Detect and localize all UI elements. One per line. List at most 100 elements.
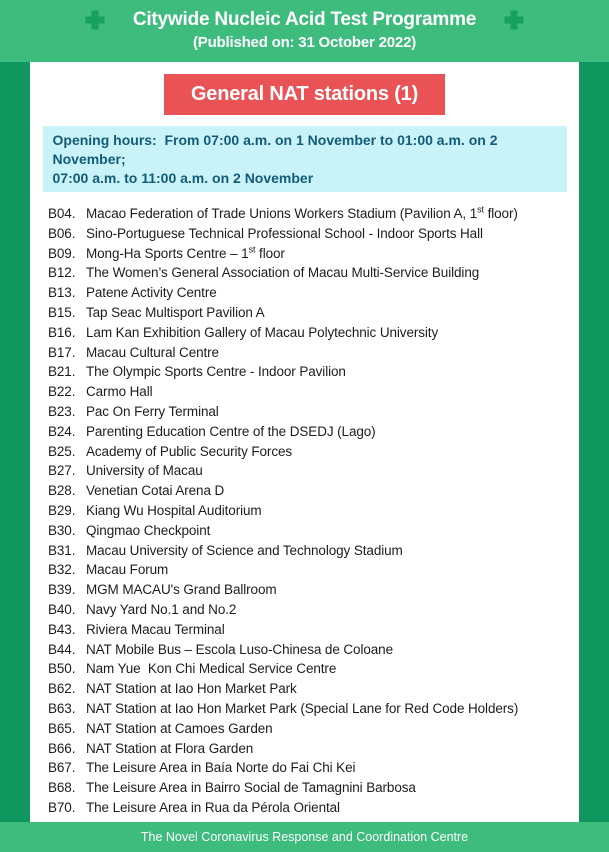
station-row: B22. Carmo Hall [48, 384, 579, 404]
ordinal-superscript: st [477, 204, 484, 215]
station-row: B29. Kiang Wu Hospital Auditorium [48, 503, 579, 523]
station-row: B39. MGM MACAU's Grand Ballroom [48, 582, 579, 602]
station-code: B29. [48, 502, 76, 518]
station-row: B27. University of Macau [48, 463, 579, 483]
section-title: General NAT stations (1) [164, 74, 445, 115]
station-row: B32. Macau Forum [48, 562, 579, 582]
station-row: B50. Nam Yue Kon Chi Medical Service Cent… [48, 661, 579, 681]
station-code: B31. [48, 542, 76, 558]
station-name: Academy of Public Security Forces [86, 443, 293, 459]
station-row: B62. NAT Station at Iao Hon Market Park [48, 681, 579, 701]
station-code: B12. [48, 265, 76, 281]
station-name: NAT Station at Camoes Garden [86, 720, 273, 736]
station-row: B16. Lam Kan Exhibition Gallery of Macau … [48, 325, 579, 345]
station-row: B21. The Olympic Sports Centre - Indoor P… [48, 364, 579, 384]
station-code: B50. [48, 661, 76, 677]
station-row: B12. The Women’s General Association of M… [48, 265, 579, 285]
station-name: Pac On Ferry Terminal [86, 403, 219, 419]
station-name: MGM MACAU's Grand Ballroom [86, 582, 277, 598]
station-code: B65. [48, 720, 76, 736]
station-row: B43. Riviera Macau Terminal [48, 622, 579, 642]
station-name: Nam Yue Kon Chi Medical Service Centre [86, 661, 337, 677]
station-code: B68. [48, 780, 76, 796]
station-name: The Olympic Sports Centre - Indoor Pavil… [86, 364, 346, 380]
footer: The Novel Coronavirus Response and Coord… [0, 822, 609, 852]
station-code: B28. [48, 483, 76, 499]
station-name: Tap Seac Multisport Pavilion A [86, 304, 265, 320]
station-row: B06. Sino-Portuguese Technical Profession… [48, 226, 579, 246]
station-row: B63. NAT Station at Iao Hon Market Park (… [48, 701, 579, 721]
station-name: Macau Cultural Centre [86, 344, 219, 360]
station-code: B40. [48, 601, 76, 617]
station-name: University of Macau [86, 463, 203, 479]
station-name: Riviera Macau Terminal [86, 621, 225, 637]
station-code: B39. [48, 582, 76, 598]
station-row: B65. NAT Station at Camoes Garden [48, 721, 579, 741]
station-name: Navy Yard No.1 and No.2 [86, 601, 237, 617]
station-row: B13. Patene Activity Centre [48, 285, 579, 305]
station-code: B70. [48, 799, 76, 815]
station-code: B67. [48, 760, 76, 776]
station-name: NAT Station at Iao Hon Market Park (Spec… [86, 700, 519, 716]
opening-hours-box: Opening hours: From 07:00 a.m. on 1 Nove… [42, 126, 567, 192]
station-name: The Leisure Area in Baía Norte do Fai Ch… [86, 760, 356, 776]
station-code: B16. [48, 324, 76, 340]
station-name: Parenting Education Centre of the DSEDJ … [86, 423, 376, 439]
station-name: Lam Kan Exhibition Gallery of Macau Poly… [86, 324, 439, 340]
station-code: B09. [48, 245, 76, 261]
content-panel: General NAT stations (1) Opening hours: … [30, 62, 579, 822]
station-name: Macau Forum [86, 562, 169, 578]
station-code: B62. [48, 681, 76, 697]
station-name: Qingmao Checkpoint [86, 522, 211, 538]
station-code: B21. [48, 364, 76, 380]
medical-cross-icon [83, 8, 107, 32]
station-name: The Leisure Area in Rua da Pérola Orient… [86, 799, 340, 815]
station-name: Mong-Ha Sports Centre – 1st floor [86, 244, 285, 261]
published-date: (Published on: 31 October 2022) [192, 34, 417, 51]
station-name: Macao Federation of Trade Unions Workers… [86, 204, 518, 221]
station-code: B23. [48, 403, 76, 419]
station-row: B70. The Leisure Area in Rua da Pérola Or… [48, 800, 579, 820]
header: Citywide Nucleic Acid Test Programme (Pu… [0, 0, 609, 62]
station-row: B23. Pac On Ferry Terminal [48, 404, 579, 424]
station-code: B15. [48, 304, 76, 320]
station-name: The Leisure Area in Bairro Social de Tam… [86, 780, 416, 796]
footer-text: The Novel Coronavirus Response and Coord… [140, 830, 469, 844]
station-name: Macau University of Science and Technolo… [86, 542, 403, 558]
station-name: Kiang Wu Hospital Auditorium [86, 502, 262, 518]
station-name: Sino-Portuguese Technical Professional S… [86, 225, 483, 241]
station-name: NAT Station at Iao Hon Market Park [86, 681, 297, 697]
station-code: B06. [48, 225, 76, 241]
station-code: B32. [48, 562, 76, 578]
medical-cross-icon [502, 8, 526, 32]
opening-hours-line1: Opening hours: From 07:00 a.m. on 1 Nove… [52, 132, 502, 167]
station-code: B44. [48, 641, 76, 657]
station-code: B25. [48, 443, 76, 459]
station-row: B04. Macao Federation of Trade Unions Wor… [48, 204, 579, 226]
station-name: NAT Mobile Bus – Escola Luso-Chinesa de … [86, 641, 393, 657]
station-row: B24. Parenting Education Centre of the DS… [48, 424, 579, 444]
station-code: B04. [48, 206, 76, 221]
station-row: B68. The Leisure Area in Bairro Social de… [48, 780, 579, 800]
station-row: B40. Navy Yard No.1 and No.2 [48, 602, 579, 622]
station-name: Patene Activity Centre [86, 285, 217, 301]
station-row: B44. NAT Mobile Bus – Escola Luso-Chinesa… [48, 642, 579, 662]
ordinal-superscript: st [248, 244, 256, 255]
station-name: The Women’s General Association of Macau… [86, 265, 480, 281]
station-code: B43. [48, 621, 76, 637]
station-row: B15. Tap Seac Multisport Pavilion A [48, 305, 579, 325]
station-code: B30. [48, 522, 76, 538]
station-row: B25. Academy of Public Security Forces [48, 444, 579, 464]
station-row: B28. Venetian Cotai Arena D [48, 483, 579, 503]
station-row: B67. The Leisure Area in Baía Norte do Fa… [48, 760, 579, 780]
station-row: B17. Macau Cultural Centre [48, 345, 579, 365]
station-name: Carmo Hall [86, 384, 153, 400]
station-row: B66. NAT Station at Flora Garden [48, 741, 579, 761]
opening-hours-line2: 07:00 a.m. to 11:00 a.m. on 2 November [52, 170, 314, 186]
station-code: B27. [48, 463, 76, 479]
station-code: B63. [48, 700, 76, 716]
page-title: Citywide Nucleic Acid Test Programme [132, 9, 477, 30]
station-name: NAT Station at Flora Garden [86, 740, 254, 756]
header-title-row: Citywide Nucleic Acid Test Programme [0, 0, 609, 32]
